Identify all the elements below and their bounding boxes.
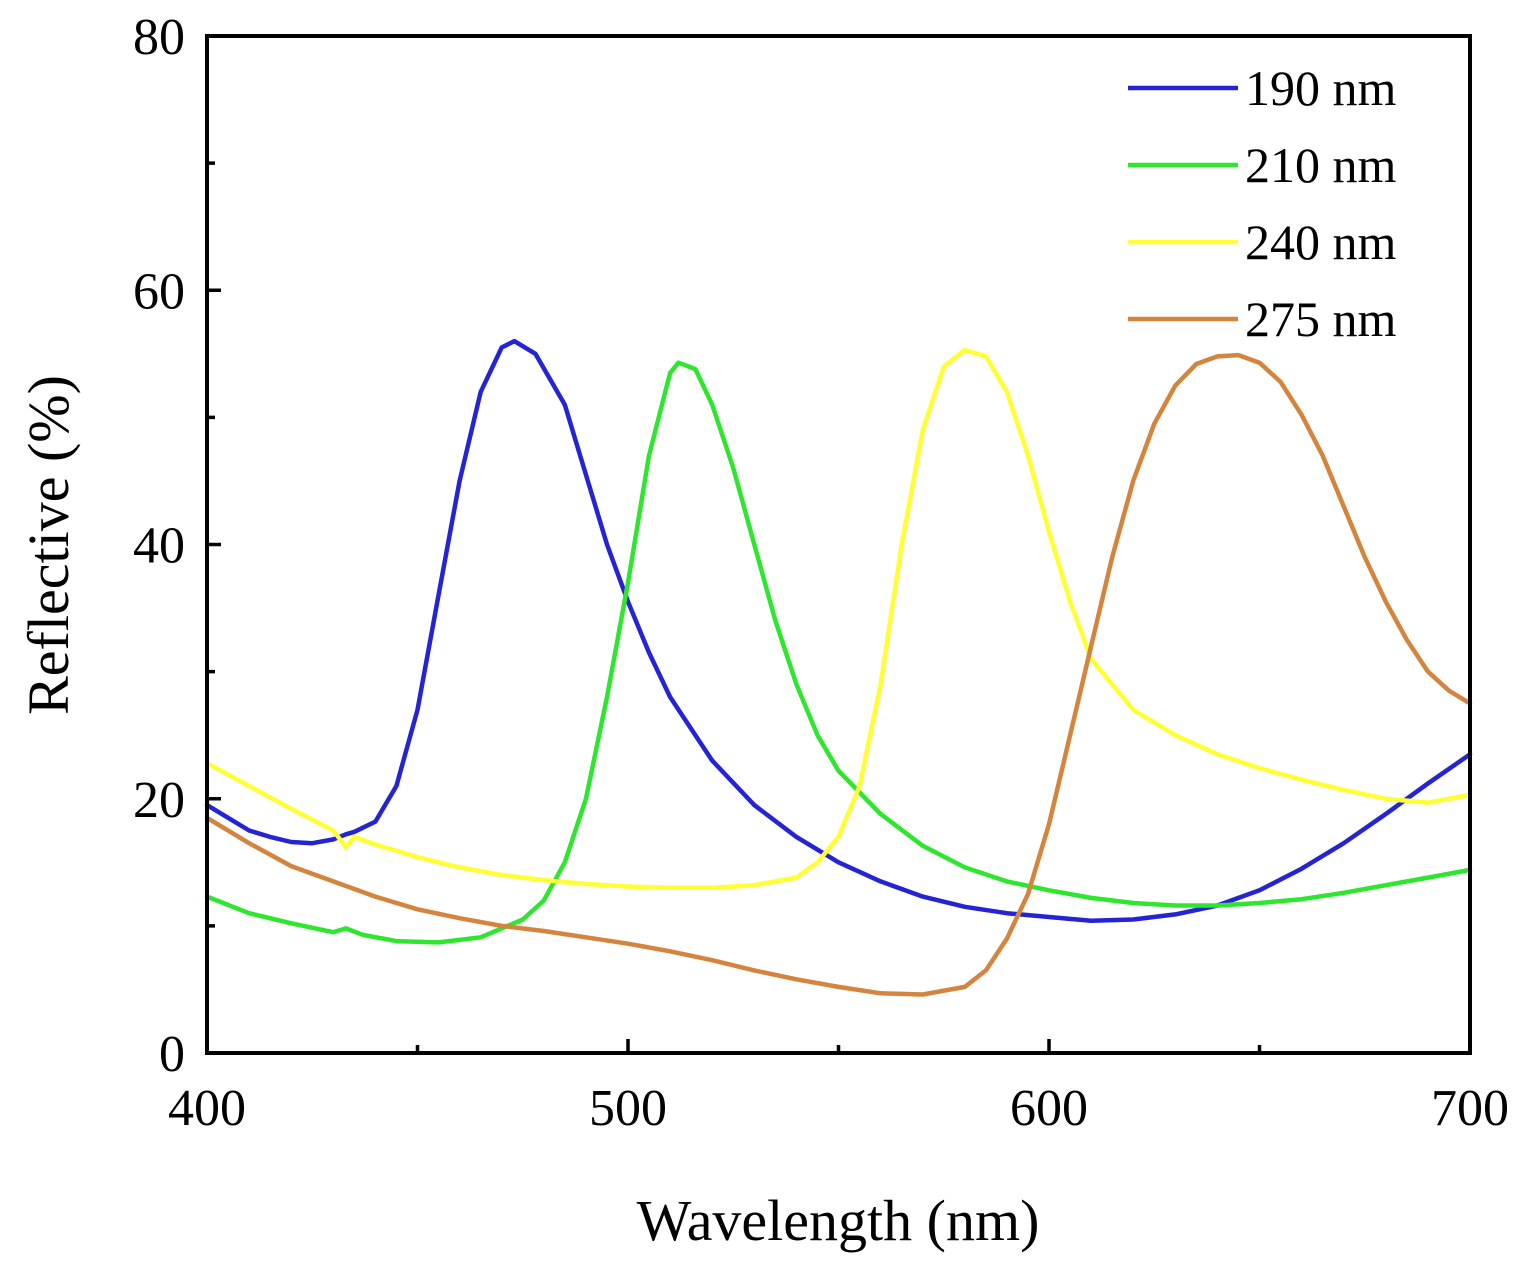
series-line-1 [204, 360, 1473, 945]
y-tick-label: 20 [133, 772, 185, 829]
y-axis-title: Reflective (%) [16, 375, 81, 715]
x-tick-label: 500 [589, 1080, 667, 1137]
legend-label-3: 275 nm [1245, 291, 1397, 347]
x-tick-label: 600 [1010, 1080, 1088, 1137]
tick-layer: 400 500 600 700 0 20 40 60 80 [133, 9, 1509, 1137]
x-tick-label: 700 [1431, 1080, 1509, 1137]
series-layer [204, 338, 1473, 997]
legend: 190 nm 210 nm 240 nm 275 nm [1128, 60, 1397, 347]
legend-label-1: 210 nm [1245, 137, 1397, 193]
series-line-3 [204, 352, 1473, 997]
y-tick-label: 40 [133, 518, 185, 575]
series-line-0 [204, 338, 1473, 924]
y-tick-label: 60 [133, 263, 185, 320]
x-tick-label: 400 [168, 1080, 246, 1137]
legend-label-0: 190 nm [1245, 60, 1397, 116]
plot-frame [205, 34, 1472, 1055]
y-tick-label: 0 [159, 1026, 185, 1083]
x-axis-title: Wavelength (nm) [637, 1188, 1040, 1253]
y-tick-label: 80 [133, 9, 185, 66]
series-line-2 [204, 347, 1473, 890]
legend-label-2: 240 nm [1245, 214, 1397, 270]
